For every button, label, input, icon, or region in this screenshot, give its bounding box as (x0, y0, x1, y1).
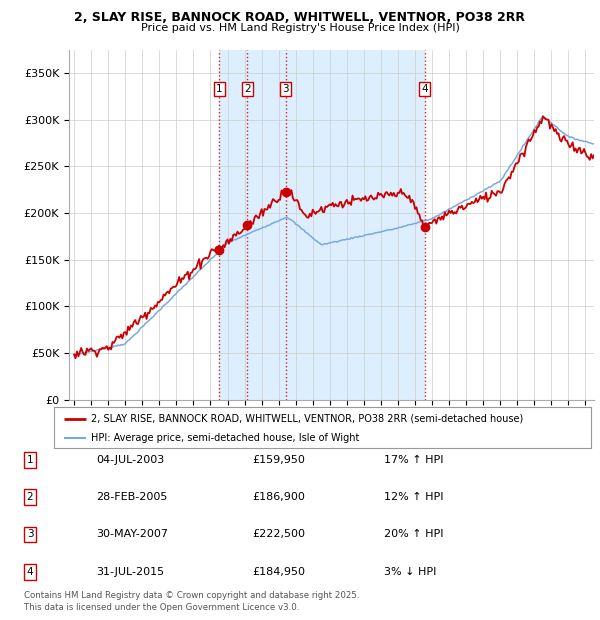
Text: 4: 4 (26, 567, 34, 577)
Bar (219, 50, 425, 400)
Text: 4: 4 (422, 84, 428, 94)
Text: 04-JUL-2003: 04-JUL-2003 (96, 455, 164, 465)
Text: 30-MAY-2007: 30-MAY-2007 (96, 529, 168, 539)
Text: 12% ↑ HPI: 12% ↑ HPI (384, 492, 443, 502)
Text: 3% ↓ HPI: 3% ↓ HPI (384, 567, 436, 577)
Text: 2, SLAY RISE, BANNOCK ROAD, WHITWELL, VENTNOR, PO38 2RR: 2, SLAY RISE, BANNOCK ROAD, WHITWELL, VE… (74, 11, 526, 24)
Text: HPI: Average price, semi-detached house, Isle of Wight: HPI: Average price, semi-detached house,… (91, 433, 359, 443)
Text: 17% ↑ HPI: 17% ↑ HPI (384, 455, 443, 465)
Text: 2, SLAY RISE, BANNOCK ROAD, WHITWELL, VENTNOR, PO38 2RR (semi-detached house): 2, SLAY RISE, BANNOCK ROAD, WHITWELL, VE… (91, 414, 523, 423)
Text: 1: 1 (26, 455, 34, 465)
Text: Contains HM Land Registry data © Crown copyright and database right 2025.
This d: Contains HM Land Registry data © Crown c… (24, 591, 359, 612)
Text: 1: 1 (216, 84, 223, 94)
Text: £186,900: £186,900 (252, 492, 305, 502)
Text: 31-JUL-2015: 31-JUL-2015 (96, 567, 164, 577)
Text: £159,950: £159,950 (252, 455, 305, 465)
Text: 2: 2 (26, 492, 34, 502)
Text: 3: 3 (26, 529, 34, 539)
Text: 20% ↑ HPI: 20% ↑ HPI (384, 529, 443, 539)
Text: 2: 2 (244, 84, 251, 94)
Text: Price paid vs. HM Land Registry's House Price Index (HPI): Price paid vs. HM Land Registry's House … (140, 23, 460, 33)
Text: £222,500: £222,500 (252, 529, 305, 539)
Text: 3: 3 (283, 84, 289, 94)
Text: 28-FEB-2005: 28-FEB-2005 (96, 492, 167, 502)
Text: £184,950: £184,950 (252, 567, 305, 577)
